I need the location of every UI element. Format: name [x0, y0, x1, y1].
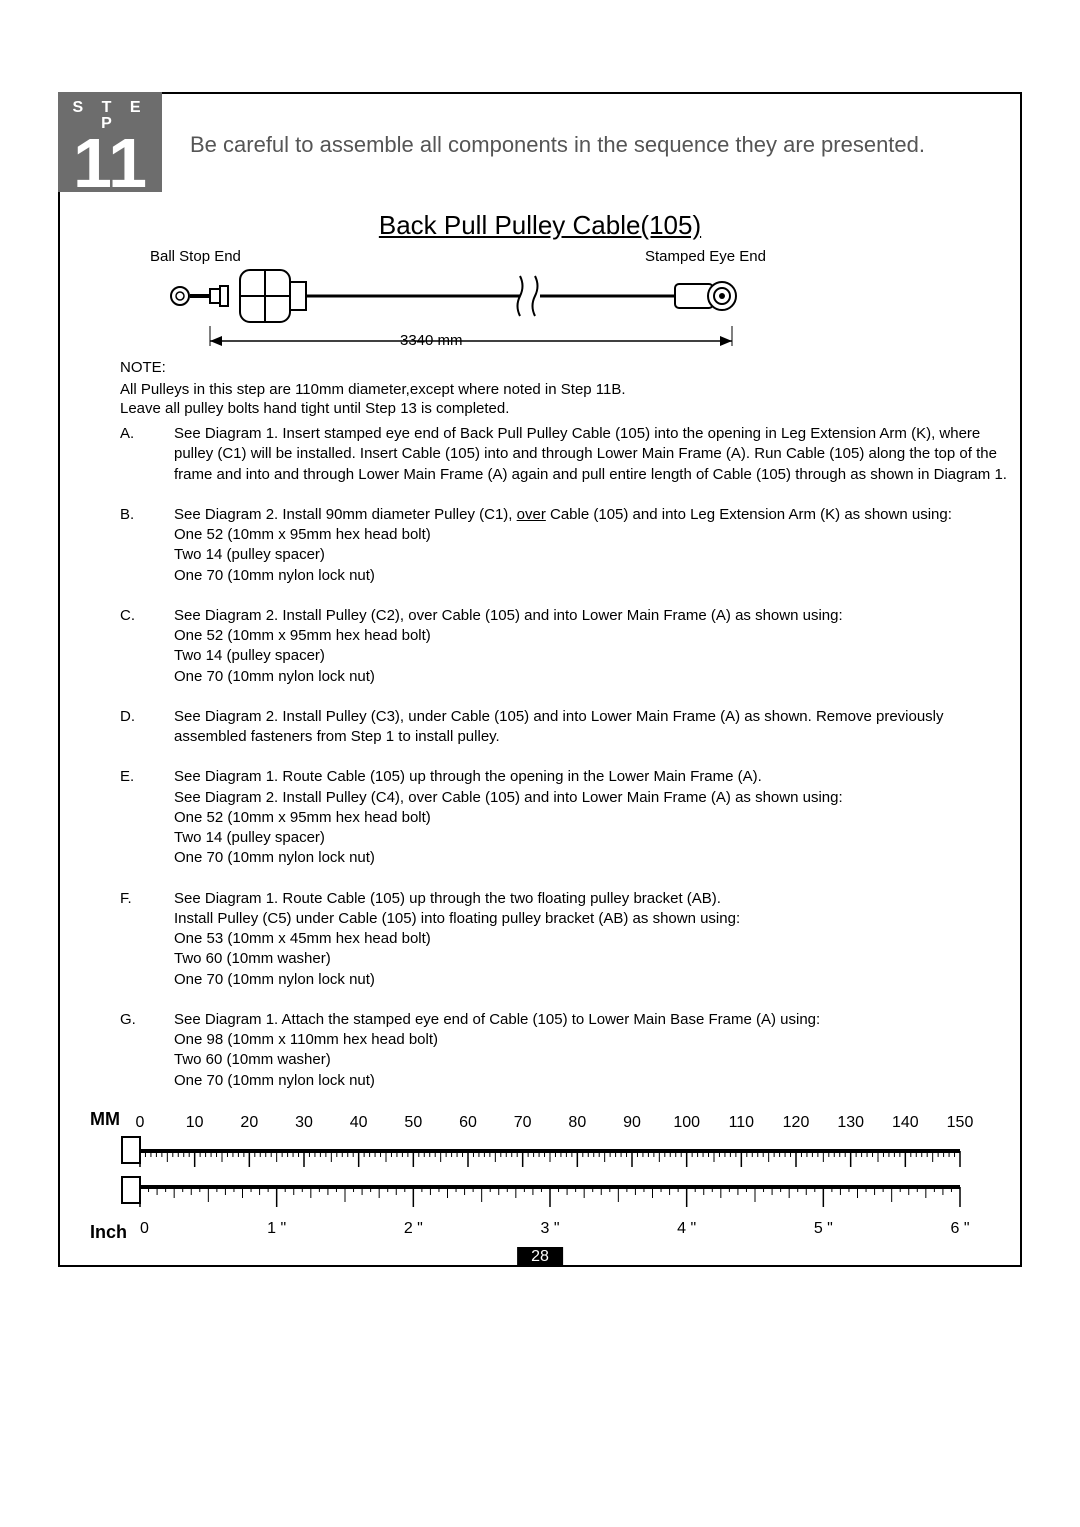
note-line-0: All Pulleys in this step are 110mm diame…: [120, 380, 1010, 400]
svg-text:20: 20: [240, 1114, 258, 1131]
step-letter: D.: [120, 707, 174, 748]
note-line-1: Leave all pulley bolts hand tight until …: [120, 399, 1010, 419]
svg-text:40: 40: [350, 1114, 368, 1131]
intro-text: Be careful to assemble all components in…: [190, 132, 925, 158]
svg-text:120: 120: [783, 1114, 810, 1131]
section-title: Back Pull Pulley Cable(105): [0, 210, 1080, 241]
step-badge: S T E P 11: [58, 92, 162, 192]
step-letter: F.: [120, 889, 174, 990]
svg-text:70: 70: [514, 1114, 532, 1131]
step-number: 11: [58, 128, 162, 198]
page-number: 28: [517, 1247, 563, 1267]
step-letter: G.: [120, 1010, 174, 1091]
svg-text:3 ": 3 ": [540, 1220, 559, 1237]
step-body: See Diagram 1. Insert stamped eye end of…: [174, 424, 1010, 485]
step-letter: A.: [120, 424, 174, 485]
step-letter: C.: [120, 606, 174, 687]
step-body: See Diagram 2. Install Pulley (C3), unde…: [174, 707, 1010, 748]
instruction-steps: A.See Diagram 1. Insert stamped eye end …: [120, 424, 1010, 1111]
note-heading: NOTE:: [120, 358, 1010, 378]
svg-text:0: 0: [136, 1114, 145, 1131]
svg-text:150: 150: [947, 1114, 974, 1131]
svg-text:5 ": 5 ": [814, 1220, 833, 1237]
cable-diagram: [120, 246, 940, 346]
step-item-E: E.See Diagram 1. Route Cable (105) up th…: [120, 767, 1010, 868]
step-body: See Diagram 1. Route Cable (105) up thro…: [174, 767, 1010, 868]
svg-text:90: 90: [623, 1114, 641, 1131]
svg-text:6 ": 6 ": [950, 1220, 969, 1237]
svg-text:50: 50: [404, 1114, 422, 1131]
ruler-graphic: 0 10 20 30 40 50 60 70 80 90 100 110 120 130 140 150 0 1 …: [120, 1109, 990, 1239]
step-item-A: A.See Diagram 1. Insert stamped eye end …: [120, 424, 1010, 485]
svg-text:130: 130: [837, 1114, 864, 1131]
step-body: See Diagram 1. Route Cable (105) up thro…: [174, 889, 1010, 990]
svg-text:80: 80: [568, 1114, 586, 1131]
step-letter: B.: [120, 505, 174, 586]
svg-text:140: 140: [892, 1114, 919, 1131]
step-item-G: G.See Diagram 1. Attach the stamped eye …: [120, 1010, 1010, 1091]
step-body: See Diagram 2. Install Pulley (C2), over…: [174, 606, 1010, 687]
svg-text:100: 100: [673, 1114, 700, 1131]
step-item-C: C.See Diagram 2. Install Pulley (C2), ov…: [120, 606, 1010, 687]
step-body: See Diagram 2. Install 90mm diameter Pul…: [174, 505, 1010, 586]
svg-text:4 ": 4 ": [677, 1220, 696, 1237]
svg-text:30: 30: [295, 1114, 313, 1131]
svg-text:10: 10: [186, 1114, 204, 1131]
svg-text:1 ": 1 ": [267, 1220, 286, 1237]
note-block: NOTE: All Pulleys in this step are 110mm…: [120, 358, 1010, 419]
mm-label: MM: [90, 1109, 120, 1130]
step-letter: E.: [120, 767, 174, 868]
svg-text:0: 0: [140, 1220, 149, 1237]
step-item-D: D.See Diagram 2. Install Pulley (C3), un…: [120, 707, 1010, 748]
step-body: See Diagram 1. Attach the stamped eye en…: [174, 1010, 1010, 1091]
step-item-F: F.See Diagram 1. Route Cable (105) up th…: [120, 889, 1010, 990]
svg-text:60: 60: [459, 1114, 477, 1131]
svg-text:2 ": 2 ": [404, 1220, 423, 1237]
step-item-B: B.See Diagram 2. Install 90mm diameter P…: [120, 505, 1010, 586]
svg-text:110: 110: [729, 1114, 755, 1131]
ruler: MM Inch 01020304050607080901001101201301…: [90, 1109, 1000, 1239]
